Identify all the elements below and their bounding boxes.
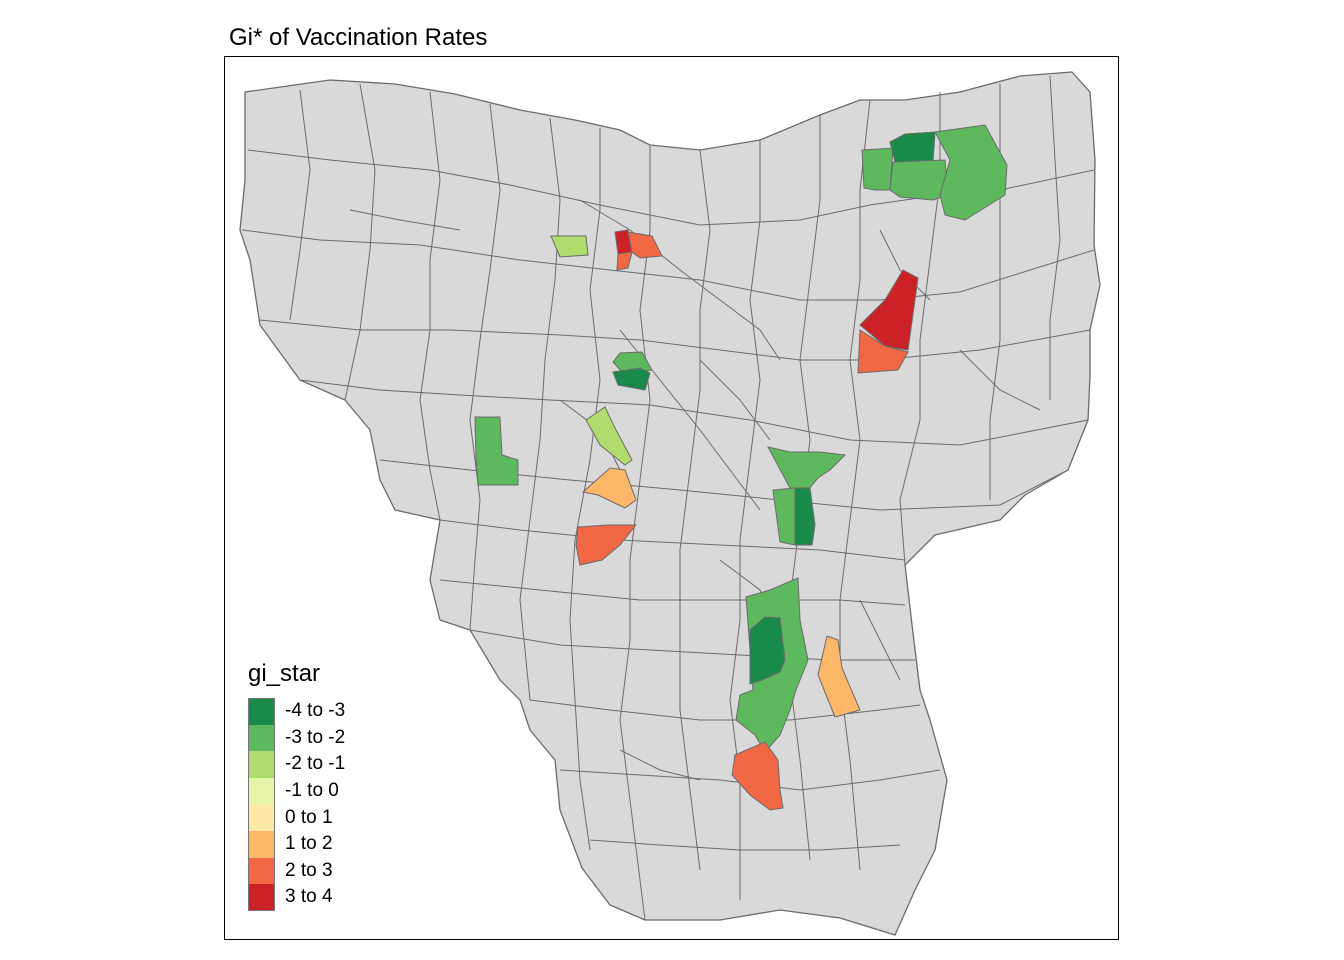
district-coldspot	[474, 416, 519, 486]
district-hotspot	[857, 329, 909, 374]
city-outline	[239, 71, 1101, 936]
map-title: Gi* of Vaccination Rates	[229, 24, 488, 51]
legend-item: -4 to -3	[248, 698, 345, 725]
legend-label: -3 to -2	[285, 726, 346, 748]
district-coldspot	[550, 235, 589, 258]
legend-label: -1 to 0	[285, 780, 339, 802]
legend-rows: -4 to -3 -3 to -2 -2 to -1 -1 to 0 0 to 1 1 t…	[248, 698, 345, 911]
legend-swatch	[248, 698, 275, 725]
district-coldspot	[749, 616, 786, 685]
legend-item: 0 to 1	[248, 804, 345, 831]
legend-swatch	[248, 804, 275, 831]
legend-item: 3 to 4	[248, 884, 345, 911]
district-hotspot	[616, 231, 663, 271]
legend-item: 2 to 3	[248, 857, 345, 885]
legend-swatch	[248, 884, 275, 911]
district-coldspot	[934, 124, 1008, 221]
legend-swatch	[248, 857, 275, 885]
district-coldspot	[585, 406, 633, 466]
legend-title: gi_star	[248, 660, 321, 687]
legend-item: -1 to 0	[248, 777, 345, 805]
district-hotspot	[817, 635, 861, 718]
district-coldspot	[612, 367, 651, 391]
legend-label: -4 to -3	[285, 700, 346, 722]
legend-swatch	[248, 830, 275, 858]
legend-item: -3 to -2	[248, 724, 346, 752]
hotspot-districts	[474, 124, 1008, 811]
legend-swatch	[248, 751, 275, 778]
legend-swatch	[248, 777, 275, 805]
district-coldspot	[794, 487, 816, 546]
legend-label: 3 to 4	[285, 886, 333, 908]
district-hotspot	[731, 741, 784, 811]
district-hotspot	[581, 467, 637, 509]
district-coldspot	[861, 147, 894, 191]
legend-label: 2 to 3	[285, 859, 333, 881]
legend-item: 1 to 2	[248, 830, 345, 858]
legend-swatch	[248, 724, 275, 752]
district-hotspot	[575, 524, 638, 566]
district-coldspot	[889, 159, 949, 201]
district-coldspot	[889, 131, 936, 163]
legend-label: 0 to 1	[285, 806, 333, 828]
legend-label: 1 to 2	[285, 833, 333, 855]
legend-label: -2 to -1	[285, 753, 346, 775]
legend-item: -2 to -1	[248, 751, 345, 778]
map-legend: gi_star -4 to -3 -3 to -2 -2 to -1 -1 to 0 0…	[248, 660, 345, 911]
